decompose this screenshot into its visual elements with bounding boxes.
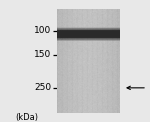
Bar: [57, 32, 120, 36]
Bar: [57, 28, 120, 40]
Bar: [57, 32, 120, 37]
Text: 250: 250: [34, 83, 51, 92]
Bar: [57, 33, 120, 36]
Bar: [57, 34, 120, 35]
Bar: [57, 33, 120, 36]
Bar: [57, 28, 120, 40]
Bar: [57, 30, 120, 38]
Bar: [57, 34, 120, 35]
Bar: [57, 33, 120, 35]
Bar: [57, 34, 120, 35]
Text: 100: 100: [34, 26, 51, 35]
Bar: [57, 30, 120, 38]
Bar: [57, 31, 120, 37]
Text: 150: 150: [34, 50, 51, 59]
Bar: [57, 27, 120, 41]
Bar: [57, 29, 120, 39]
Bar: [57, 29, 120, 40]
Bar: [57, 33, 120, 35]
Bar: [57, 31, 120, 37]
Bar: [57, 33, 120, 35]
Bar: [57, 30, 120, 38]
Bar: [57, 31, 120, 38]
Bar: [57, 32, 120, 36]
Bar: [57, 28, 120, 40]
Bar: [57, 28, 120, 41]
Bar: [57, 29, 120, 39]
Bar: [57, 31, 120, 37]
Text: (kDa): (kDa): [15, 113, 39, 122]
Bar: [57, 30, 120, 39]
Bar: [57, 30, 120, 38]
Bar: [57, 30, 120, 39]
